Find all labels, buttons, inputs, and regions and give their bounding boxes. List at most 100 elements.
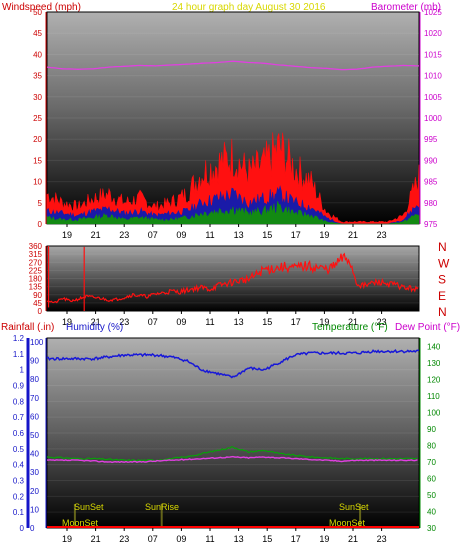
x-tick-label: 07 — [148, 534, 158, 544]
x-tick-label: 17 — [291, 534, 301, 544]
x-tick-label: 11 — [205, 230, 214, 240]
x-tick-label: 23 — [119, 317, 129, 327]
barometer-tick-label: 990 — [424, 156, 438, 165]
rainfall-tick-label: 1.1 — [13, 350, 25, 359]
compass-label: N — [438, 305, 447, 319]
humidity-tick-label: 10 — [30, 505, 39, 514]
x-tick-label: 11 — [205, 534, 214, 544]
barometer-tick-label: 1005 — [424, 93, 442, 102]
temperature-tick-label: 130 — [427, 359, 441, 368]
x-tick-label: 07 — [148, 317, 158, 327]
windspeed-axis-title: Windspeed (mph) — [2, 2, 81, 13]
compass-label: S — [438, 273, 446, 287]
rainfall-tick-label: 0.6 — [13, 429, 25, 438]
x-tick-label: 21 — [348, 230, 358, 240]
humidity-tick-label: 60 — [30, 412, 39, 421]
direction-tick-label: 180 — [29, 275, 43, 284]
wind-low-series — [46, 201, 420, 225]
windspeed-series — [46, 132, 420, 225]
temperature-tick-label: 30 — [427, 524, 436, 533]
x-tick-label: 23 — [377, 317, 387, 327]
x-tick-label: 23 — [377, 534, 387, 544]
temperature-tick-label: 70 — [427, 458, 436, 467]
sunset-label: SunSet — [339, 502, 369, 512]
windspeed-tick-label: 0 — [38, 220, 43, 229]
x-tick-label: 09 — [176, 317, 186, 327]
rainfall-tick-label: 0.4 — [13, 461, 25, 470]
x-tick-label: 15 — [262, 317, 272, 327]
windspeed-tick-label: 25 — [33, 114, 42, 123]
x-tick-label: 19 — [62, 317, 72, 327]
humidity-tick-label: 0 — [30, 524, 35, 533]
x-tick-label: 19 — [62, 230, 72, 240]
rainfall-tick-label: 0.8 — [13, 397, 25, 406]
rainfall-tick-label: 0.9 — [13, 382, 25, 391]
windspeed-tick-label: 40 — [33, 50, 42, 59]
moonset-label: MoonSet — [62, 518, 99, 528]
x-tick-label: 13 — [234, 534, 244, 544]
direction-tick-label: 360 — [29, 242, 43, 251]
barometer-tick-label: 1025 — [424, 8, 442, 17]
windspeed-tick-label: 10 — [33, 178, 42, 187]
x-tick-label: 19 — [62, 534, 72, 544]
humidity-tick-label: 80 — [30, 375, 39, 384]
dewpoint-axis-title: Dew Point (°F) — [395, 322, 460, 333]
windspeed-tick-label: 5 — [38, 199, 43, 208]
rainfall-tick-label: 0.7 — [13, 413, 25, 422]
barometer-tick-label: 1020 — [424, 29, 442, 38]
x-tick-label: 15 — [262, 230, 272, 240]
humidity-tick-label: 100 — [30, 338, 44, 347]
x-tick-label: 21 — [91, 317, 101, 327]
barometer-tick-label: 980 — [424, 199, 438, 208]
humidity-plot-area — [46, 337, 420, 529]
barometer-tick-label: 985 — [424, 178, 438, 187]
temperature-tick-label: 110 — [427, 392, 440, 401]
barometer-axis-title: Barometer (mb) — [371, 2, 441, 13]
windspeed-tick-label: 30 — [33, 93, 42, 102]
x-tick-label: 15 — [262, 534, 272, 544]
compass-label: E — [438, 289, 446, 303]
humidity-tick-label: 20 — [30, 487, 39, 496]
direction-tick-label: 225 — [29, 266, 43, 275]
barometer-tick-label: 1010 — [424, 72, 442, 81]
x-tick-label: 17 — [291, 317, 301, 327]
rainfall-tick-label: 1 — [20, 366, 25, 375]
temperature-tick-label: 50 — [427, 491, 436, 500]
x-tick-label: 21 — [91, 230, 101, 240]
rainfall-tick-label: 0.5 — [13, 445, 25, 454]
rainfall-tick-label: 0 — [20, 524, 25, 533]
windspeed-tick-label: 15 — [33, 156, 42, 165]
temperature-axis-title: Temperature (°F) — [312, 322, 388, 333]
x-tick-label: 21 — [348, 534, 358, 544]
rainfall-tick-label: 0.2 — [13, 492, 25, 501]
direction-tick-label: 45 — [33, 299, 42, 308]
barometer-tick-label: 975 — [424, 220, 438, 229]
compass-label: W — [438, 256, 450, 270]
direction-tick-label: 0 — [38, 307, 43, 316]
windspeed-tick-label: 20 — [33, 135, 42, 144]
humidity-temperature-panel: Rainfall (.in) Humidity (%) Temperature … — [1, 322, 460, 544]
humidity-axis-title: Humidity (%) — [66, 322, 123, 333]
rainfall-tick-label: 0.1 — [13, 508, 25, 517]
x-tick-label: 11 — [205, 317, 214, 327]
x-tick-label: 23 — [119, 534, 129, 544]
humidity-tick-label: 40 — [30, 450, 39, 459]
humidity-tick-label: 70 — [30, 394, 39, 403]
x-tick-label: 19 — [319, 317, 329, 327]
wind-barometer-panel: Windspeed (mph) 24 hour graph day August… — [2, 2, 442, 240]
temperature-tick-label: 100 — [427, 408, 441, 417]
windspeed-tick-label: 35 — [33, 72, 42, 81]
humidity-tick-label: 50 — [30, 431, 39, 440]
x-tick-label: 09 — [176, 534, 186, 544]
temperature-tick-label: 90 — [427, 425, 436, 434]
windspeed-tick-label: 50 — [33, 8, 42, 17]
x-tick-label: 13 — [234, 317, 244, 327]
barometer-series — [46, 60, 420, 71]
moonset-label: MoonSet — [329, 518, 366, 528]
humidity-tick-label: 90 — [30, 357, 39, 366]
x-tick-label: 21 — [91, 534, 101, 544]
rainfall-tick-label: 1.2 — [13, 334, 25, 343]
barometer-tick-label: 1000 — [424, 114, 442, 123]
windspeed-tick-label: 45 — [33, 29, 42, 38]
